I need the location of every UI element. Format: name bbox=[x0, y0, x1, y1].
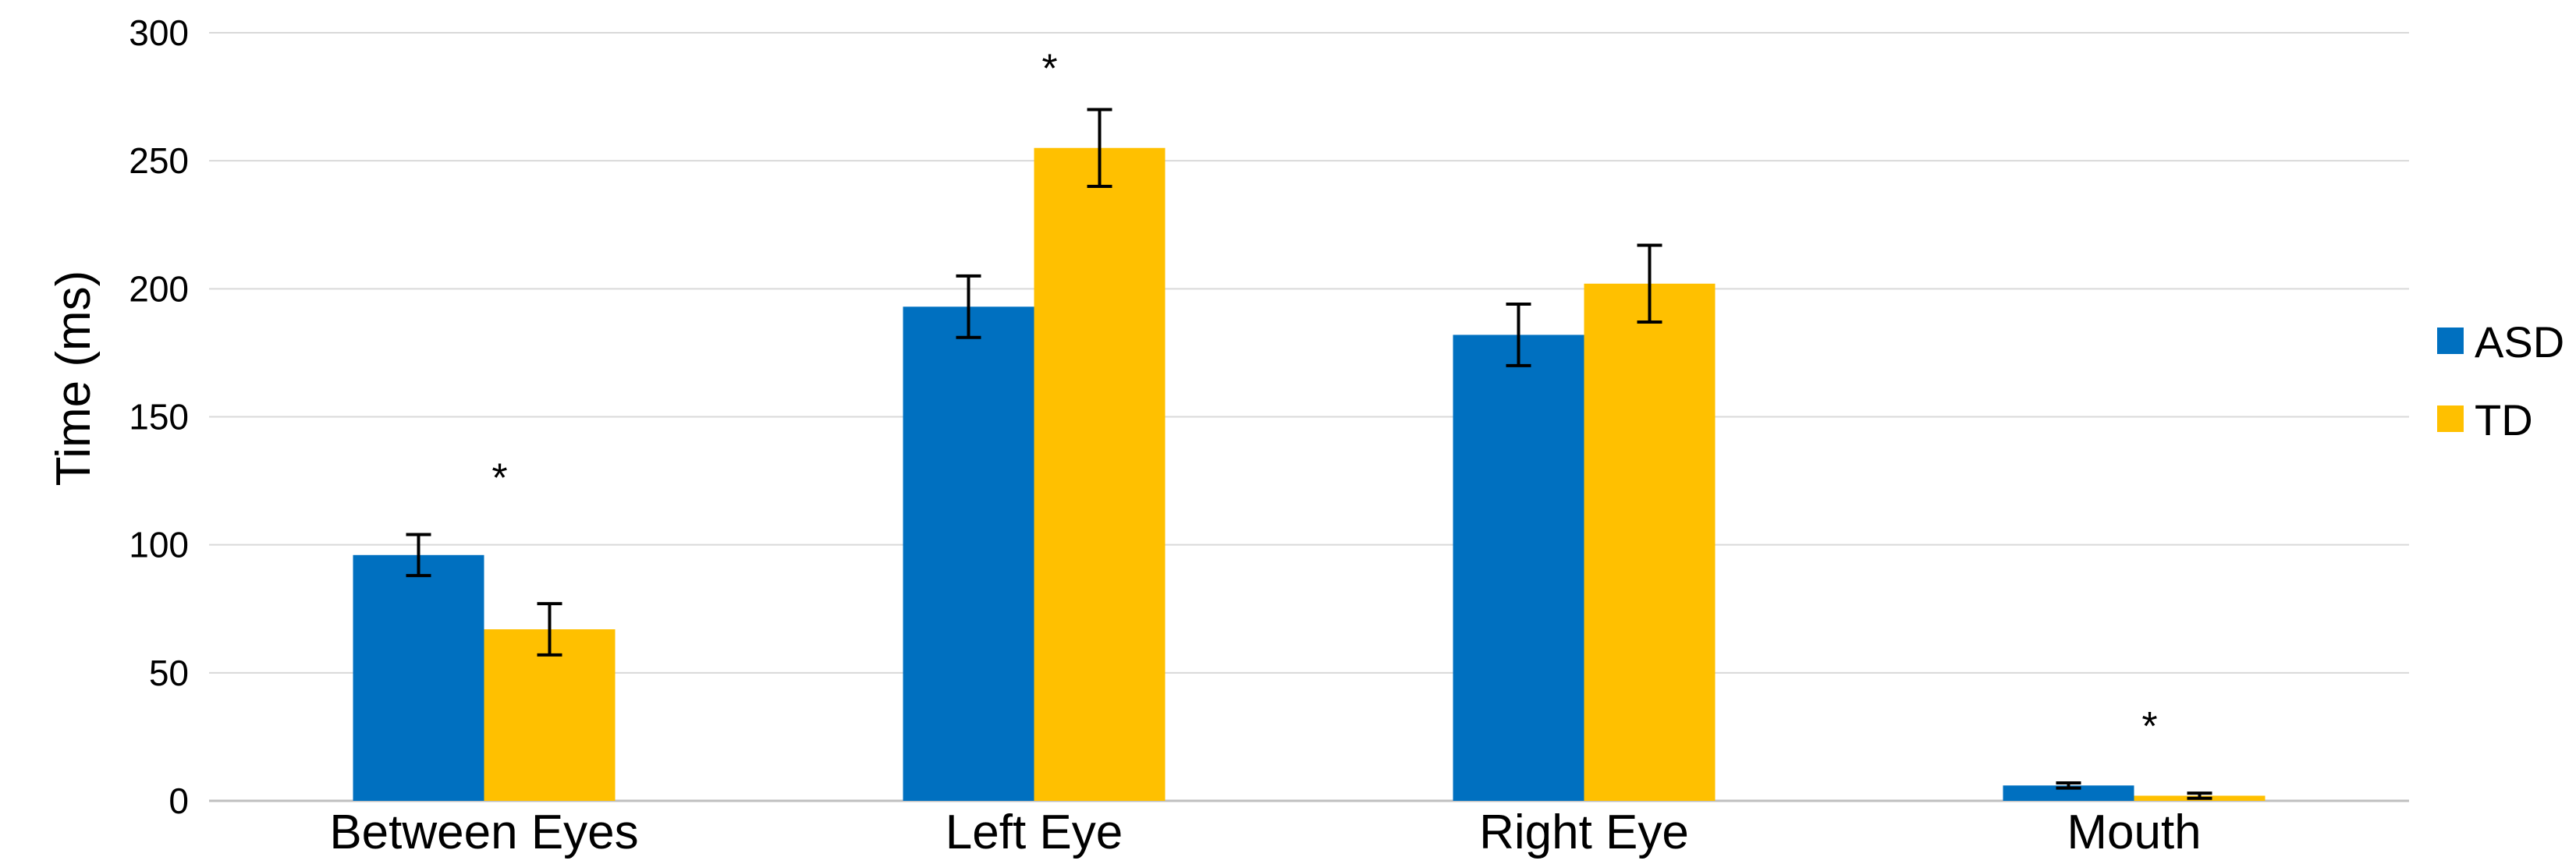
x-category-label: Left Eye bbox=[946, 806, 1123, 859]
bar-asd bbox=[903, 306, 1034, 802]
y-tick-label: 250 bbox=[129, 140, 189, 181]
bar-asd bbox=[1453, 335, 1584, 801]
error-bar bbox=[537, 602, 562, 657]
y-axis-title: Time (ms) bbox=[47, 271, 101, 487]
error-bars bbox=[406, 108, 2212, 800]
error-bar bbox=[406, 533, 431, 578]
y-tick-label: 0 bbox=[169, 781, 189, 821]
bar-td bbox=[1584, 283, 1716, 801]
legend-swatch-td bbox=[2437, 405, 2464, 432]
y-tick-label: 300 bbox=[129, 12, 189, 53]
bar-asd bbox=[353, 554, 484, 801]
error-bar bbox=[1637, 243, 1662, 324]
significance-asterisk: * bbox=[491, 456, 507, 501]
error-bar bbox=[2187, 791, 2212, 800]
bar-td bbox=[484, 629, 616, 801]
x-axis-categories: Between Eyes Left Eye Right Eye Mouth bbox=[329, 806, 2201, 859]
legend-swatch-asd bbox=[2437, 328, 2464, 354]
bars bbox=[353, 147, 2266, 802]
legend-label-td: TD bbox=[2475, 395, 2533, 444]
y-tick-label: 150 bbox=[129, 397, 189, 437]
x-category-label: Right Eye bbox=[1479, 806, 1689, 859]
bar-td bbox=[1034, 147, 1166, 801]
error-bar bbox=[1087, 108, 1112, 188]
significance-asterisk: * bbox=[2141, 704, 2157, 749]
y-tick-label: 200 bbox=[129, 268, 189, 309]
error-bar bbox=[2056, 781, 2081, 790]
significance-asterisk: * bbox=[1041, 46, 1057, 91]
legend-label-asd: ASD bbox=[2475, 317, 2564, 366]
y-tick-label: 50 bbox=[149, 653, 189, 693]
bar-asd bbox=[2003, 785, 2134, 801]
y-tick-label: 100 bbox=[129, 525, 189, 565]
x-category-label: Between Eyes bbox=[329, 806, 638, 859]
legend: ASD TD bbox=[2437, 317, 2564, 444]
x-category-label: Mouth bbox=[2067, 806, 2201, 859]
error-bar bbox=[956, 274, 981, 339]
y-axis-ticks: 0 50 100 150 200 250 300 bbox=[129, 12, 189, 821]
error-bar bbox=[1506, 303, 1531, 367]
significance-markers: * * * bbox=[491, 46, 2157, 749]
